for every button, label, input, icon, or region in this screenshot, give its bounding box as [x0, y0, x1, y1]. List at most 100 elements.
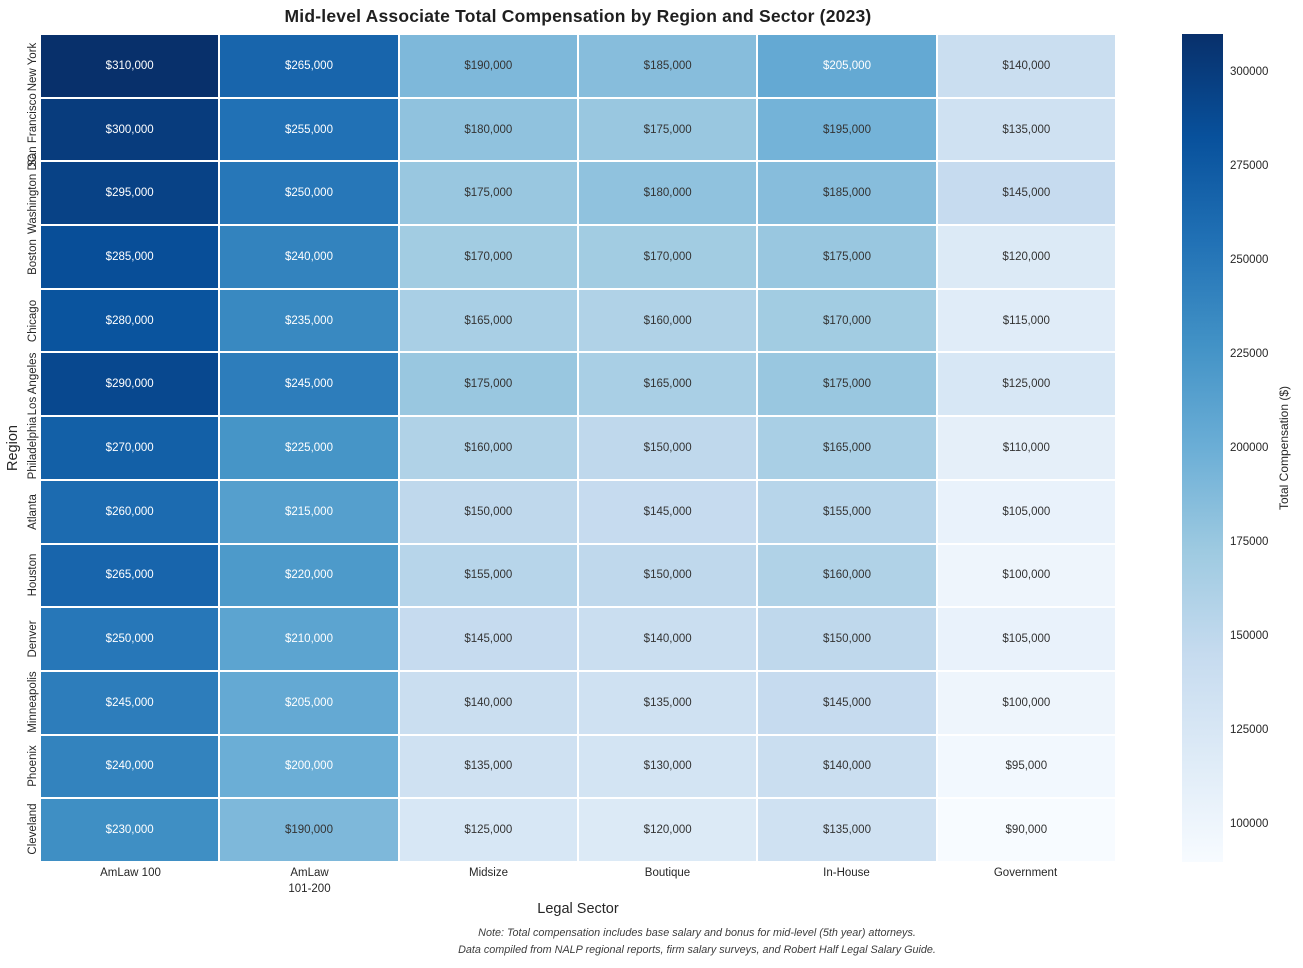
heatmap-cell: $310,000 [41, 35, 219, 97]
heatmap-cell: $245,000 [41, 671, 219, 734]
x-tick-label: Boutique [644, 867, 691, 879]
heatmap-cell: $110,000 [937, 417, 1115, 479]
colorbar-tick-label: 100000 [1230, 818, 1269, 831]
x-tick-label: AmLaw 101-200 [288, 867, 331, 895]
heatmap-cell: $90,000 [937, 799, 1115, 861]
heatmap-cell: $115,000 [937, 289, 1115, 352]
heatmap-cell: $185,000 [578, 35, 757, 97]
heatmap-cell: $145,000 [578, 480, 757, 543]
chart-title: Mid-level Associate Total Compensation b… [284, 6, 872, 26]
x-tick-label: Midsize [469, 867, 508, 879]
heatmap-cell: $175,000 [399, 353, 577, 416]
heatmap-cell: $105,000 [937, 608, 1115, 670]
heatmap-cell: $240,000 [41, 735, 219, 798]
y-tick-label: Los Angeles [27, 353, 39, 416]
heatmap-cell: $170,000 [399, 226, 577, 288]
colorbar-tick-label: 150000 [1230, 630, 1269, 643]
heatmap-cell: $140,000 [937, 35, 1115, 97]
colorbar-label: Total Compensation ($) [1277, 385, 1291, 511]
y-tick-label: Philadelphia [27, 416, 39, 480]
heatmap-cell: $140,000 [758, 735, 936, 798]
y-tick-label: New York [27, 42, 39, 92]
heatmap-cell: $235,000 [220, 289, 398, 352]
heatmap-cell: $225,000 [220, 417, 398, 479]
heatmap-cell: $270,000 [41, 417, 219, 479]
heatmap-cell: $250,000 [220, 162, 398, 225]
heatmap-cell: $135,000 [578, 671, 757, 734]
footnote-line-2: Data compiled from NALP regional reports… [458, 944, 936, 956]
heatmap-cell: $160,000 [578, 289, 757, 352]
heatmap-cell: $290,000 [41, 353, 219, 416]
heatmap-cell: $140,000 [399, 671, 577, 734]
colorbar-tick-label: 125000 [1230, 724, 1269, 737]
heatmap-cell: $105,000 [937, 480, 1115, 543]
heatmap-cell: $230,000 [41, 799, 219, 861]
heatmap-cell: $130,000 [578, 735, 757, 798]
colorbar-tick-label: 200000 [1230, 442, 1269, 454]
heatmap-cell: $220,000 [220, 544, 398, 607]
heatmap-cell: $140,000 [578, 608, 757, 670]
heatmap-cell: $215,000 [220, 480, 398, 543]
x-tick-label: In-House [823, 867, 870, 879]
colorbar-tick-label: 300000 [1230, 65, 1269, 78]
y-tick-label: Washington DC [27, 153, 39, 234]
heatmap-cell: $210,000 [220, 608, 398, 670]
heatmap-cell: $165,000 [578, 353, 757, 416]
heatmap-cell: $95,000 [937, 735, 1115, 798]
heatmap-cell: $125,000 [399, 799, 577, 861]
heatmap-cell: $135,000 [758, 799, 936, 861]
heatmap-cell: $300,000 [41, 98, 219, 161]
heatmap-cell: $100,000 [937, 671, 1115, 734]
heatmap-cell: $175,000 [399, 162, 577, 225]
heatmap-cell: $205,000 [758, 35, 936, 97]
heatmap-cell: $240,000 [220, 226, 398, 288]
heatmap-cell: $160,000 [399, 417, 577, 479]
heatmap-cell: $170,000 [758, 289, 936, 352]
heatmap-cell: $185,000 [758, 162, 936, 225]
footnote-line-1: Note: Total compensation includes base s… [478, 927, 916, 939]
heatmap-cell: $175,000 [578, 98, 757, 161]
heatmap-cell: $145,000 [937, 162, 1115, 225]
heatmap-cell: $150,000 [578, 544, 757, 607]
heatmap-cell: $285,000 [41, 226, 219, 288]
y-tick-label: Atlanta [27, 493, 39, 530]
heatmap-cell: $160,000 [758, 544, 936, 607]
heatmap-cell: $170,000 [578, 226, 757, 288]
heatmap-cell: $180,000 [578, 162, 757, 225]
colorbar-gradient [1182, 34, 1223, 862]
heatmap-cell: $165,000 [399, 289, 577, 352]
heatmap-cell: $255,000 [220, 98, 398, 161]
heatmap-cell: $180,000 [399, 98, 577, 161]
y-tick-label: Phoenix [27, 744, 39, 787]
colorbar-tick-label: 225000 [1230, 347, 1269, 360]
heatmap-cell: $120,000 [937, 226, 1115, 288]
x-tick-label: AmLaw 100 [100, 867, 161, 879]
y-tick-label: Boston [27, 239, 39, 276]
y-tick-label: Chicago [27, 299, 39, 343]
heatmap-cell: $155,000 [758, 480, 936, 543]
heatmap-cell: $265,000 [41, 544, 219, 607]
heatmap-cell: $155,000 [399, 544, 577, 607]
heatmap-cell: $260,000 [41, 480, 219, 543]
heatmap-cell: $280,000 [41, 289, 219, 352]
heatmap-cell: $175,000 [758, 226, 936, 288]
heatmap-cell: $150,000 [399, 480, 577, 543]
y-tick-label: Denver [27, 620, 39, 658]
heatmap-cell: $150,000 [758, 608, 936, 670]
heatmap-grid: $310,000 $265,000 $190,000 $185,000 $205,000… [41, 35, 1115, 861]
heatmap-cell: $125,000 [937, 353, 1115, 416]
y-tick-label: Cleveland [27, 803, 39, 855]
heatmap-cell: $265,000 [220, 35, 398, 97]
heatmap-cell: $120,000 [578, 799, 757, 861]
heatmap-cell: $135,000 [937, 98, 1115, 161]
colorbar-tick-label: 250000 [1230, 253, 1269, 266]
colorbar-tick-label: 175000 [1230, 536, 1269, 549]
x-axis-label: Legal Sector [537, 901, 619, 917]
heatmap-cell: $205,000 [220, 671, 398, 734]
y-axis-label: Region [5, 425, 21, 471]
heatmap-cell: $245,000 [220, 353, 398, 416]
heatmap-cell: $145,000 [399, 608, 577, 670]
heatmap-cell: $190,000 [220, 799, 398, 861]
heatmap-cell: $150,000 [578, 417, 757, 479]
